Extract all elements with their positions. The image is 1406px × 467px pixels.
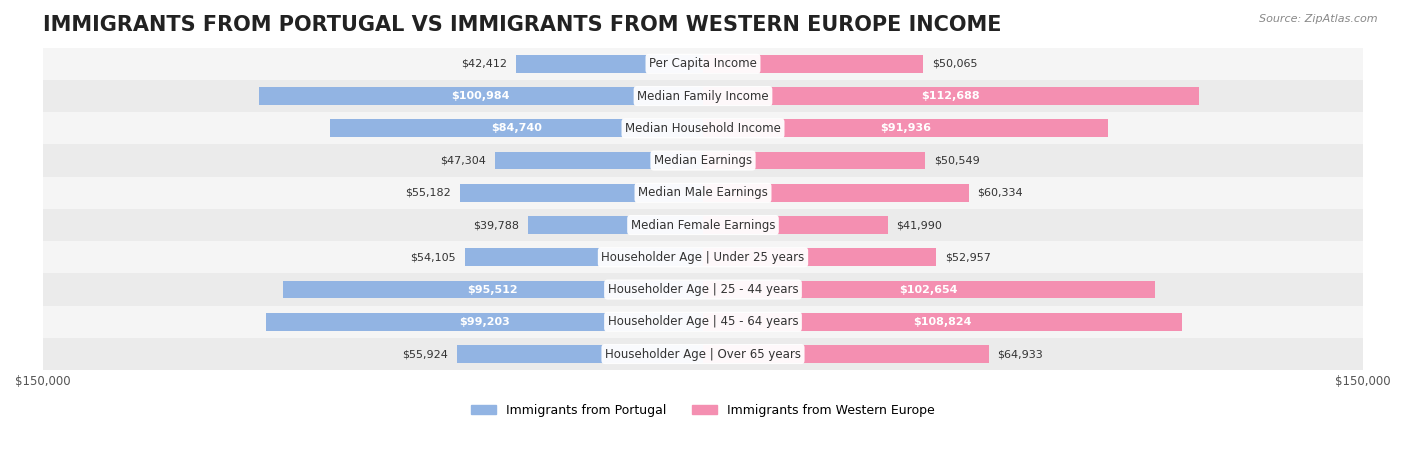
FancyBboxPatch shape bbox=[42, 306, 1364, 338]
FancyBboxPatch shape bbox=[527, 216, 703, 234]
Text: $54,105: $54,105 bbox=[411, 252, 456, 262]
FancyBboxPatch shape bbox=[42, 209, 1364, 241]
Text: $42,412: $42,412 bbox=[461, 59, 508, 69]
FancyBboxPatch shape bbox=[266, 313, 703, 331]
Text: $60,334: $60,334 bbox=[977, 188, 1024, 198]
FancyBboxPatch shape bbox=[703, 216, 887, 234]
Text: IMMIGRANTS FROM PORTUGAL VS IMMIGRANTS FROM WESTERN EUROPE INCOME: IMMIGRANTS FROM PORTUGAL VS IMMIGRANTS F… bbox=[42, 15, 1001, 35]
Text: $100,984: $100,984 bbox=[451, 91, 510, 101]
Text: Householder Age | 25 - 44 years: Householder Age | 25 - 44 years bbox=[607, 283, 799, 296]
FancyBboxPatch shape bbox=[42, 241, 1364, 273]
Text: Householder Age | 45 - 64 years: Householder Age | 45 - 64 years bbox=[607, 315, 799, 328]
FancyBboxPatch shape bbox=[703, 152, 925, 170]
Text: $102,654: $102,654 bbox=[900, 284, 957, 295]
Legend: Immigrants from Portugal, Immigrants from Western Europe: Immigrants from Portugal, Immigrants fro… bbox=[467, 399, 939, 422]
Text: Householder Age | Under 25 years: Householder Age | Under 25 years bbox=[602, 251, 804, 264]
FancyBboxPatch shape bbox=[516, 55, 703, 73]
Text: Median Female Earnings: Median Female Earnings bbox=[631, 219, 775, 232]
FancyBboxPatch shape bbox=[42, 112, 1364, 144]
FancyBboxPatch shape bbox=[703, 55, 924, 73]
Text: $47,304: $47,304 bbox=[440, 156, 486, 165]
Text: $99,203: $99,203 bbox=[460, 317, 510, 327]
FancyBboxPatch shape bbox=[495, 152, 703, 170]
Text: $55,924: $55,924 bbox=[402, 349, 449, 359]
FancyBboxPatch shape bbox=[259, 87, 703, 105]
Text: $50,065: $50,065 bbox=[932, 59, 977, 69]
Text: $108,824: $108,824 bbox=[914, 317, 972, 327]
FancyBboxPatch shape bbox=[460, 184, 703, 202]
FancyBboxPatch shape bbox=[703, 248, 936, 266]
FancyBboxPatch shape bbox=[703, 184, 969, 202]
Text: Median Household Income: Median Household Income bbox=[626, 122, 780, 135]
FancyBboxPatch shape bbox=[703, 120, 1108, 137]
Text: $112,688: $112,688 bbox=[922, 91, 980, 101]
Text: $95,512: $95,512 bbox=[468, 284, 519, 295]
Text: $55,182: $55,182 bbox=[405, 188, 451, 198]
Text: Median Earnings: Median Earnings bbox=[654, 154, 752, 167]
FancyBboxPatch shape bbox=[42, 80, 1364, 112]
Text: $50,549: $50,549 bbox=[934, 156, 980, 165]
FancyBboxPatch shape bbox=[42, 177, 1364, 209]
FancyBboxPatch shape bbox=[42, 48, 1364, 80]
Text: Householder Age | Over 65 years: Householder Age | Over 65 years bbox=[605, 347, 801, 361]
FancyBboxPatch shape bbox=[465, 248, 703, 266]
FancyBboxPatch shape bbox=[42, 338, 1364, 370]
FancyBboxPatch shape bbox=[330, 120, 703, 137]
Text: Per Capita Income: Per Capita Income bbox=[650, 57, 756, 71]
Text: Median Male Earnings: Median Male Earnings bbox=[638, 186, 768, 199]
Text: $52,957: $52,957 bbox=[945, 252, 991, 262]
FancyBboxPatch shape bbox=[457, 345, 703, 363]
FancyBboxPatch shape bbox=[283, 281, 703, 298]
FancyBboxPatch shape bbox=[703, 281, 1154, 298]
Text: $39,788: $39,788 bbox=[472, 220, 519, 230]
FancyBboxPatch shape bbox=[703, 87, 1199, 105]
FancyBboxPatch shape bbox=[703, 313, 1182, 331]
FancyBboxPatch shape bbox=[703, 345, 988, 363]
FancyBboxPatch shape bbox=[42, 144, 1364, 177]
Text: $64,933: $64,933 bbox=[998, 349, 1043, 359]
Text: Median Family Income: Median Family Income bbox=[637, 90, 769, 103]
Text: $41,990: $41,990 bbox=[897, 220, 942, 230]
Text: Source: ZipAtlas.com: Source: ZipAtlas.com bbox=[1260, 14, 1378, 24]
Text: $84,740: $84,740 bbox=[491, 123, 541, 133]
Text: $91,936: $91,936 bbox=[880, 123, 931, 133]
FancyBboxPatch shape bbox=[42, 273, 1364, 306]
